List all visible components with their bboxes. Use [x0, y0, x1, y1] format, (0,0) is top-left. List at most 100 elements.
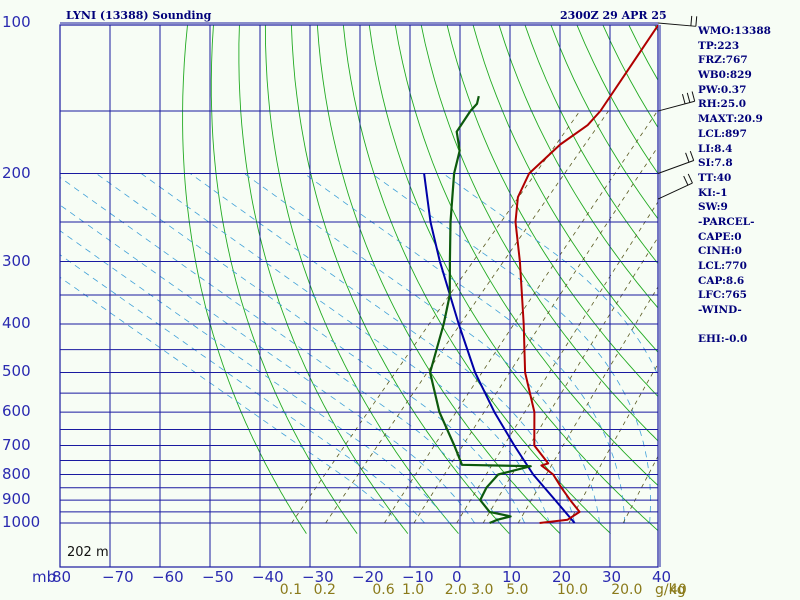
dewpoint-trace [429, 95, 532, 525]
dry-adiabat-line [238, 25, 409, 534]
moist-adiabat-line [442, 173, 658, 377]
temperature-tick-label: −50 [202, 568, 234, 586]
moist-adiabat-line [60, 254, 425, 524]
moist-adiabat-line [60, 204, 475, 524]
dry-adiabat-line [550, 25, 658, 220]
mixing-ratio-tick-label: 0.6 [372, 582, 395, 598]
pressure-tick-label: 800 [2, 464, 31, 483]
mixing-ratio-line [456, 201, 658, 524]
mixing-ratio-line [384, 110, 658, 524]
mixing-ratio-line [482, 236, 658, 524]
stability-indices-panel: WMO:13388 TP:223 FRZ:767 WB0:829 PW:0.37 RH:2… [698, 24, 771, 347]
index-item: LI:8.4 [698, 142, 733, 155]
mixing-ratio-line [325, 110, 609, 524]
pressure-tick-label: 600 [2, 402, 31, 421]
temperature-tick-label: 40 [652, 568, 672, 586]
dry-adiabat-line [602, 25, 658, 129]
mixing-ratio-tick-label: 2.0 [444, 582, 467, 598]
index-item: CAPE:0 [698, 230, 742, 243]
sounding-traces [423, 25, 658, 525]
index-item: PW:0.37 [698, 83, 747, 96]
dry-adiabat-line [628, 25, 658, 82]
index-item: MAXT:20.9 [698, 113, 763, 126]
index-item: SW:9 [698, 201, 728, 214]
grid [59, 22, 661, 568]
index-item: -PARCEL- [698, 215, 755, 228]
mixing-ratio-line [517, 286, 658, 524]
dry-adiabat-line [498, 25, 658, 309]
dry-adiabat-line [576, 25, 658, 175]
moist-adiabat-line [140, 173, 550, 524]
index-item: EHI:-0.0 [698, 333, 748, 346]
moist-adiabat-line [303, 173, 625, 524]
mixing-ratio-tick-label: 0.1 [279, 582, 302, 598]
pressure-tick-label: 100 [2, 13, 31, 31]
dry-adiabat-line [342, 25, 611, 534]
wind-barbs [657, 15, 698, 200]
dry-adiabat-line [210, 25, 358, 534]
index-item: TT:40 [698, 171, 732, 184]
wind-barb [657, 173, 693, 200]
dry-adiabat-line [290, 25, 510, 534]
pressure-tick-label: 900 [2, 490, 31, 509]
index-item: KI:-1 [698, 186, 728, 199]
wind-barb [657, 150, 695, 174]
index-item: TP:223 [698, 39, 740, 52]
moist-adiabat-line [60, 176, 500, 524]
mixing-ratio-line [622, 455, 658, 524]
mixing-ratio-tick-label: 5.0 [506, 582, 529, 598]
dry-adiabat-line [182, 25, 307, 534]
surface-height-label: 202 m [67, 545, 109, 560]
index-item: CAP:8.6 [698, 274, 745, 287]
dry-adiabat-line [446, 25, 658, 398]
observation-time: 2300Z 29 APR 25 [560, 9, 667, 22]
moist-adiabat-line [243, 173, 600, 524]
index-item: LFC:765 [698, 289, 747, 302]
mixing-ratio-line [291, 110, 581, 524]
mixing-ratio-tick-label: 1.0 [401, 582, 425, 598]
moist-adiabat-line [60, 276, 400, 524]
dry-adiabat-line [524, 25, 658, 265]
temperature-tick-label: 30 [602, 568, 622, 586]
temperature-tick-label: 80 [52, 568, 72, 586]
pressure-tick-label: 1000 [2, 513, 41, 531]
pressure-tick-label: 400 [2, 314, 31, 333]
index-item: RH:25.0 [698, 98, 747, 111]
pressure-unit-label: mb [32, 568, 57, 586]
temperature-tick-label: −40 [252, 568, 284, 586]
index-item: SI:7.8 [698, 157, 733, 170]
temperature-tick-label: 10 [502, 568, 522, 586]
index-item [698, 318, 771, 333]
index-item: FRZ:767 [698, 54, 748, 67]
mixing-ratio-line [568, 363, 658, 524]
mixing-ratio-line [681, 512, 686, 523]
dry-adiabat-line [472, 25, 658, 353]
dry-adiabats [182, 25, 658, 534]
mixing-ratio-tick-label: 20.0 [611, 582, 643, 598]
index-item: WB0:829 [698, 69, 752, 82]
temperature-tick-label: −10 [402, 568, 434, 586]
index-item: CINH:0 [698, 245, 742, 258]
pressure-tick-label: 500 [2, 362, 31, 381]
mixing-ratio-tick-label: 40 [668, 582, 687, 598]
pressure-tick-label: 200 [2, 163, 31, 182]
mixing-ratio-unit-label: g/kg [655, 582, 686, 598]
pressure-tick-label: 300 [2, 251, 31, 270]
mixing-ratio-tick-label: 10.0 [556, 582, 589, 598]
temperature-tick-label: −20 [352, 568, 384, 586]
temperature-trace [514, 25, 658, 524]
wind-barb [657, 91, 696, 112]
parcel-trace [423, 173, 576, 524]
temperature-tick-label: −30 [302, 568, 334, 586]
wind-barb [657, 15, 698, 27]
index-item: LCL:770 [698, 260, 747, 272]
plot-frame [59, 24, 659, 568]
temperature-tick-label: −70 [102, 568, 134, 586]
index-item: LCL:897 [698, 127, 747, 140]
temperature-tick-label: 20 [552, 568, 572, 586]
mixing-ratio-tick-label: 3.0 [471, 582, 494, 598]
pressure-tick-label: 700 [2, 435, 31, 454]
moist-adiabats [60, 173, 658, 524]
dry-adiabat-line [420, 25, 658, 442]
